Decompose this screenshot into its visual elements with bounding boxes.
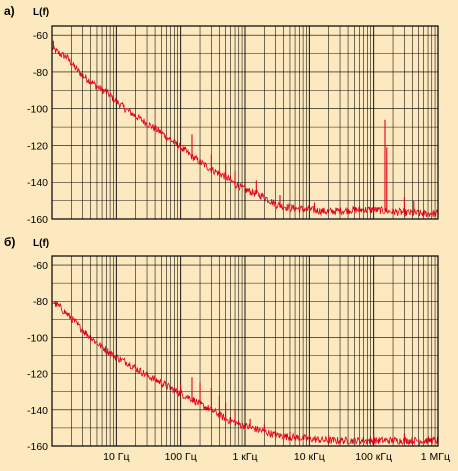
panel-b-frame [51,255,439,447]
panel-b-ylabel: L(f) [33,238,49,249]
panel-b-x-ticks: 10 Гц 100 Гц 1 кГц 10 кГц 100 кГц 1 МГц [103,451,450,463]
panel-b-series [51,300,439,446]
x-tick-label: 10 кГц [294,451,325,463]
x-tick-label: 1 МГц [421,451,450,463]
x-tick-label: 1 кГц [232,451,257,463]
panel-a-label: а) [4,4,15,18]
panel-a-grid [52,26,438,220]
noise-trace [51,45,439,218]
y-tick-label: -60 [33,260,48,272]
x-tick-label: 100 Гц [165,451,197,463]
noise-trace [51,300,439,446]
panel-a-ylabel: L(f) [33,7,49,18]
panel-a-frame [51,25,439,220]
y-tick-label: -140 [27,405,48,417]
panel-a: а) L(f) -60 -80 -100 -120 -140 -160 [4,4,439,226]
y-tick-label: -80 [33,67,48,79]
y-tick-label: -120 [27,140,48,152]
y-tick-label: -120 [27,369,48,381]
panel-a-y-ticks: -60 -80 -100 -120 -140 -160 [27,30,48,226]
panel-a-series [51,40,439,218]
x-tick-label: 100 кГц [355,451,392,463]
panel-b-y-ticks: -60 -80 -100 -120 -140 -160 [27,260,48,453]
y-tick-label: -160 [27,441,48,453]
panel-b-grid [52,256,438,447]
y-tick-label: -80 [33,296,48,308]
panel-b: б) L(f) -60 -80 -100 -120 -140 -160 10 Гц 100 … [4,235,450,463]
y-tick-label: -100 [27,104,48,116]
x-tick-label: 10 Гц [103,451,129,463]
y-tick-label: -140 [27,177,48,189]
y-tick-label: -100 [27,332,48,344]
panel-b-label: б) [4,235,15,249]
y-tick-label: -160 [27,214,48,226]
y-tick-label: -60 [33,30,48,42]
